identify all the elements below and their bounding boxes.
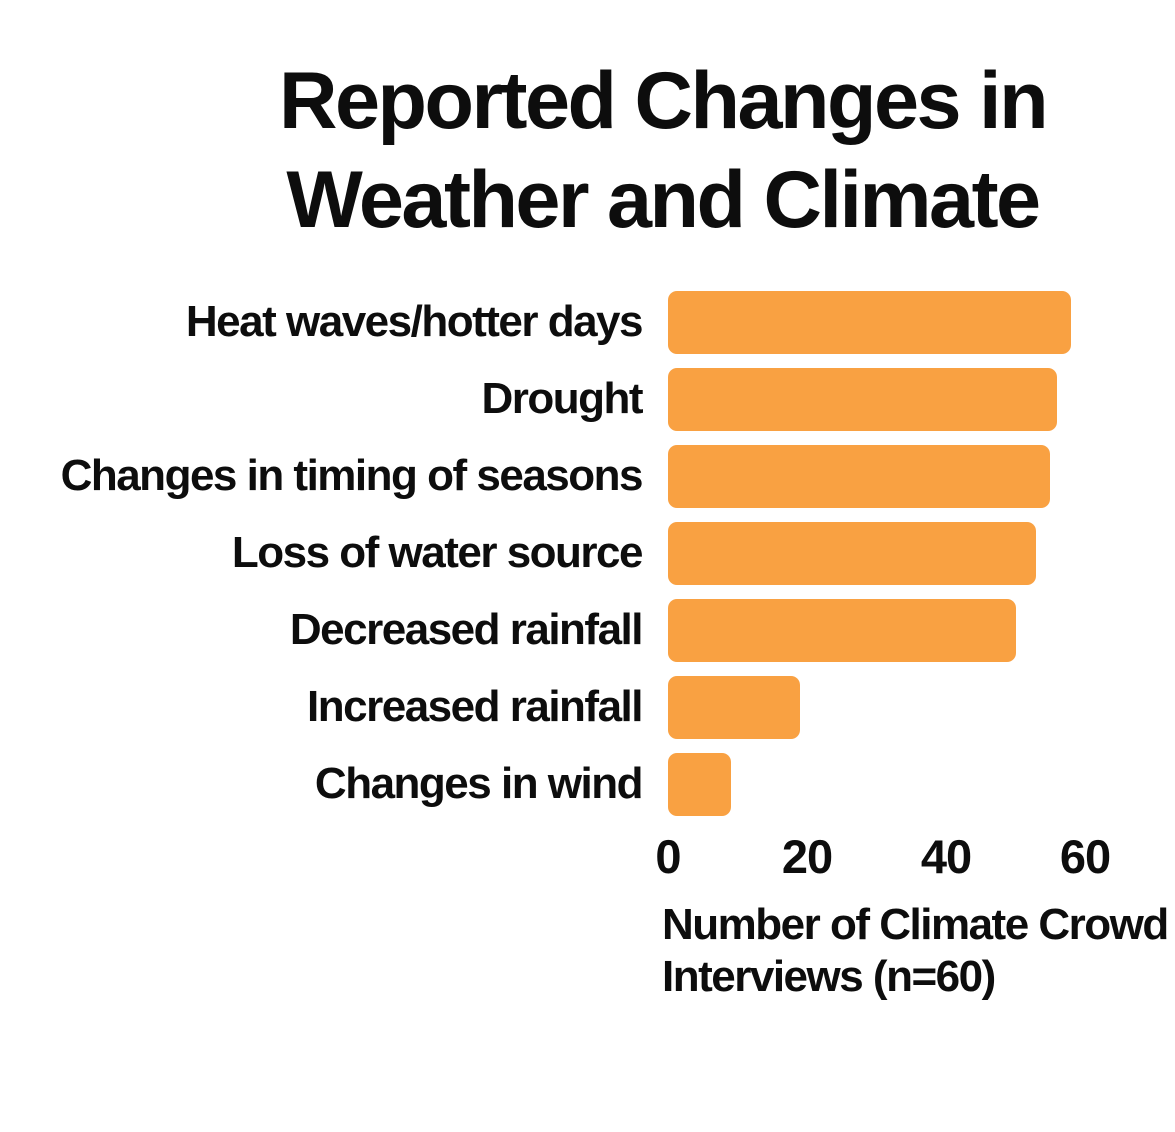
category-label: Changes in wind	[314, 759, 644, 809]
x-tick-label: 20	[781, 829, 833, 883]
x-tick-label: 0	[655, 829, 681, 883]
bar-track	[668, 521, 1175, 585]
bar	[668, 444, 1051, 508]
chart-row: Changes in wind	[0, 746, 1175, 823]
chart-row: Heat waves/hotter days	[0, 284, 1175, 361]
chart-row: Drought	[0, 361, 1175, 438]
bar-track	[668, 675, 1175, 739]
bar-chart: Heat waves/hotter days Drought Changes in …	[0, 284, 1175, 1003]
category-label: Drought	[481, 374, 643, 424]
bar	[668, 675, 801, 739]
chart-title-line2: Weather and Climate	[286, 154, 1041, 245]
category-label: Heat waves/hotter days	[185, 297, 644, 347]
x-axis-title-line1: Number of Climate Crowd	[662, 899, 1169, 949]
chart-title-line1: Reported Changes in	[278, 56, 1049, 146]
x-axis-title-line2: Interviews (n=60)	[662, 951, 996, 1001]
bar	[668, 598, 1016, 662]
chart-row: Loss of water source	[0, 515, 1175, 592]
category-label: Loss of water source	[231, 528, 644, 578]
bar-rows: Heat waves/hotter days Drought Changes in …	[0, 284, 1175, 823]
chart-row: Increased rainfall	[0, 669, 1175, 746]
x-axis-title: Number of Climate Crowd Interviews (n=60…	[662, 899, 1175, 1003]
bar-track	[668, 444, 1175, 508]
bar	[668, 367, 1058, 431]
chart-row: Changes in timing of seasons	[0, 438, 1175, 515]
x-axis: 0 20 40 60	[655, 829, 1175, 891]
bar-track	[668, 367, 1175, 431]
chart-title: Reported Changes in Weather and Climate	[0, 52, 1175, 250]
bar-track	[668, 598, 1175, 662]
category-label: Increased rainfall	[307, 682, 643, 732]
x-tick-label: 40	[920, 829, 972, 883]
chart-row: Decreased rainfall	[0, 592, 1175, 669]
x-tick-label: 60	[1059, 829, 1111, 883]
bar	[668, 290, 1072, 354]
category-label: Changes in timing of seasons	[60, 451, 644, 501]
bar-track	[668, 752, 1175, 816]
bar	[668, 521, 1037, 585]
category-label: Decreased rainfall	[289, 605, 644, 655]
bar-track	[668, 290, 1175, 354]
bar	[668, 752, 731, 816]
